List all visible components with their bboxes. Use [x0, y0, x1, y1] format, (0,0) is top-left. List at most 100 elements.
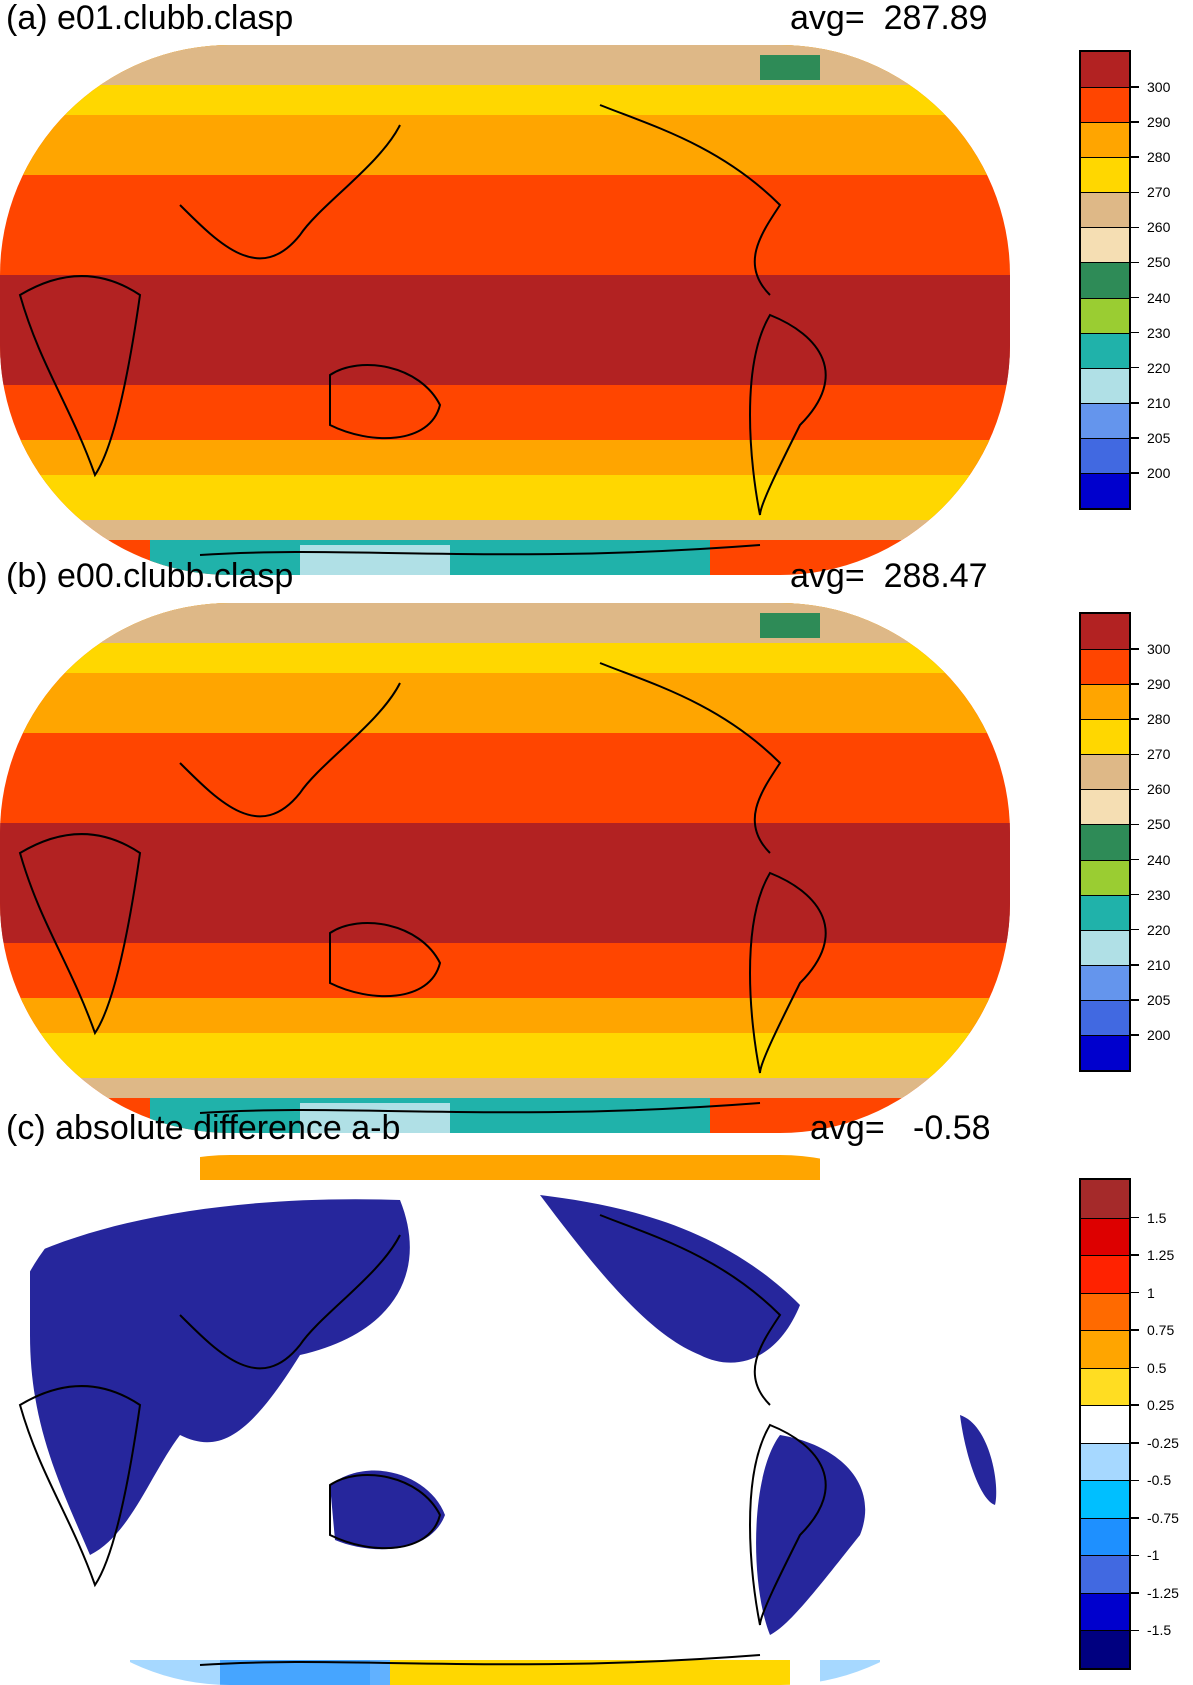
colorbar-tick-label: 230: [1147, 324, 1171, 341]
colorbar-swatch: [1081, 1517, 1129, 1556]
panel-c-field: [0, 1155, 1010, 1685]
colorbar-tick-mark: [1131, 1479, 1139, 1482]
colorbar-tick-label: 250: [1147, 254, 1171, 271]
colorbar-tick-mark: [1131, 1629, 1139, 1632]
colorbar-tick-mark: [1131, 1216, 1139, 1219]
colorbar-tick-mark: [1131, 437, 1139, 439]
colorbar-tick-label: 240: [1147, 289, 1171, 306]
colorbar-tick-mark: [1131, 858, 1139, 861]
colorbar-swatch: [1081, 999, 1129, 1035]
colorbar-tick-mark: [1131, 1442, 1139, 1444]
colorbar-swatch: [1081, 192, 1129, 228]
colorbar-tick-mark: [1131, 893, 1139, 896]
colorbar-tick-mark: [1131, 928, 1139, 931]
colorbar-tick-mark: [1131, 718, 1139, 720]
panel-a-colorbar: [1079, 50, 1131, 510]
colorbar-tick-mark: [1131, 121, 1139, 123]
colorbar-tick-mark: [1131, 296, 1139, 299]
colorbar-tick-mark: [1131, 753, 1139, 756]
colorbar-tick-mark: [1131, 366, 1139, 369]
colorbar-swatch: [1081, 1405, 1129, 1443]
colorbar-swatch: [1081, 824, 1129, 860]
colorbar-tick-mark: [1131, 1329, 1139, 1331]
colorbar-tick-label: -1: [1147, 1547, 1160, 1564]
colorbar-swatch: [1081, 1255, 1129, 1293]
colorbar-tick-mark: [1131, 156, 1139, 158]
colorbar-swatch: [1081, 262, 1129, 298]
colorbar-swatch: [1081, 227, 1129, 263]
colorbar-swatch: [1081, 929, 1129, 965]
panel-a-avg-label: avg=: [790, 0, 865, 37]
colorbar-tick-label: 0.25: [1147, 1397, 1175, 1414]
colorbar-tick-mark: [1131, 964, 1139, 966]
colorbar-tick-mark: [1131, 1554, 1139, 1557]
colorbar-tick-mark: [1131, 1366, 1139, 1369]
panel-b-title: (b) e00.clubb.clasp: [6, 557, 294, 595]
colorbar-swatch: [1081, 754, 1129, 790]
panel-b-avg: avg= 288.47: [790, 558, 988, 594]
colorbar-tick-label: -0.75: [1147, 1509, 1179, 1526]
panel-a-map: [0, 45, 1010, 575]
panel-c-title: (c) absolute difference a-b: [6, 1109, 401, 1147]
colorbar-tick-label: 0.75: [1147, 1322, 1175, 1339]
colorbar-swatch: [1081, 1367, 1129, 1406]
colorbar-swatch: [1081, 719, 1129, 755]
colorbar-tick-mark: [1131, 226, 1139, 229]
colorbar-tick-mark: [1131, 1034, 1139, 1036]
colorbar-tick-label: 220: [1147, 921, 1171, 938]
colorbar-tick-label: 290: [1147, 676, 1171, 693]
colorbar-tick-label: 260: [1147, 219, 1171, 236]
panel-b-field: [0, 603, 1010, 1133]
colorbar-tick-label: 210: [1147, 394, 1171, 411]
colorbar-tick-label: 280: [1147, 711, 1171, 728]
colorbar-swatch: [1081, 157, 1129, 193]
panel-b-avg-value: 288.47: [883, 557, 988, 595]
colorbar-tick-label: 300: [1147, 79, 1171, 96]
panel-b-coastlines: [18, 662, 827, 1114]
colorbar-tick-label: 270: [1147, 746, 1171, 763]
colorbar-tick-mark: [1131, 1404, 1139, 1406]
colorbar-tick-mark: [1131, 331, 1139, 334]
panel-b-map: [0, 603, 1010, 1133]
colorbar-swatch: [1081, 1292, 1129, 1331]
colorbar-tick-label: -1.25: [1147, 1584, 1179, 1601]
colorbar-tick-label: 1.5: [1147, 1209, 1167, 1226]
colorbar-tick-mark: [1131, 261, 1139, 264]
colorbar-tick-mark: [1131, 648, 1139, 650]
colorbar-tick-label: 200: [1147, 1026, 1171, 1043]
colorbar-swatch: [1081, 1480, 1129, 1518]
colorbar-tick-mark: [1131, 1291, 1139, 1294]
colorbar-swatch: [1081, 1330, 1129, 1368]
colorbar-swatch: [1081, 1217, 1129, 1256]
colorbar-tick-mark: [1131, 1254, 1139, 1256]
colorbar-swatch: [1081, 964, 1129, 1000]
colorbar-swatch: [1081, 789, 1129, 825]
colorbar-swatch: [1081, 367, 1129, 403]
panel-a-field: [0, 45, 1010, 575]
colorbar-swatch: [1081, 1592, 1129, 1631]
colorbar-tick-label: 205: [1147, 429, 1171, 446]
panel-c-avg-label: avg=: [810, 1109, 885, 1147]
panel-b-colorbar: [1079, 612, 1131, 1072]
panel-a-coastlines: [18, 104, 827, 556]
colorbar-tick-label: -0.25: [1147, 1434, 1179, 1451]
colorbar-tick-label: 220: [1147, 359, 1171, 376]
colorbar-tick-label: 250: [1147, 816, 1171, 833]
colorbar-tick-mark: [1131, 86, 1139, 88]
colorbar-swatch: [1081, 437, 1129, 473]
colorbar-tick-mark: [1131, 191, 1139, 194]
panel-c-map: [0, 1155, 1010, 1685]
colorbar-tick-mark: [1131, 999, 1139, 1001]
colorbar-swatch: [1081, 684, 1129, 720]
colorbar-tick-label: 240: [1147, 851, 1171, 868]
colorbar-swatch: [1081, 472, 1129, 508]
colorbar-swatch: [1081, 297, 1129, 333]
colorbar-tick-label: 230: [1147, 886, 1171, 903]
colorbar-swatch: [1081, 1442, 1129, 1481]
panel-a-title: (a) e01.clubb.clasp: [6, 0, 294, 37]
colorbar-tick-label: 300: [1147, 641, 1171, 658]
colorbar-tick-mark: [1131, 472, 1139, 474]
colorbar-tick-mark: [1131, 402, 1139, 404]
colorbar-tick-label: 280: [1147, 149, 1171, 166]
colorbar-tick-label: -0.5: [1147, 1472, 1172, 1489]
